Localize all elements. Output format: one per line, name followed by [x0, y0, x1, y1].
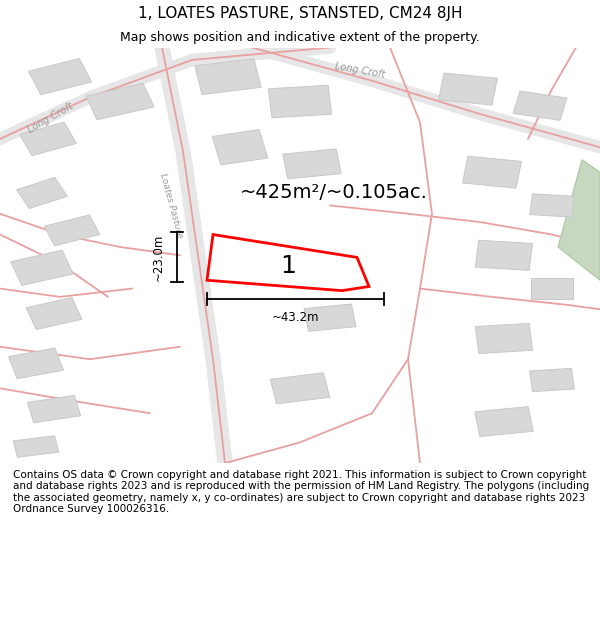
Polygon shape	[531, 278, 573, 299]
Polygon shape	[475, 407, 533, 436]
Polygon shape	[28, 396, 80, 422]
Text: 1, LOATES PASTURE, STANSTED, CM24 8JH: 1, LOATES PASTURE, STANSTED, CM24 8JH	[138, 6, 462, 21]
Text: ~23.0m: ~23.0m	[151, 234, 164, 281]
Text: Long Croft: Long Croft	[26, 101, 76, 135]
Polygon shape	[44, 215, 100, 246]
Text: Map shows position and indicative extent of the property.: Map shows position and indicative extent…	[120, 31, 480, 44]
Polygon shape	[475, 323, 533, 354]
Polygon shape	[20, 122, 76, 156]
Polygon shape	[26, 298, 82, 329]
Polygon shape	[17, 177, 67, 209]
Text: Long Croft: Long Croft	[334, 61, 386, 80]
Polygon shape	[439, 73, 497, 105]
Polygon shape	[11, 250, 73, 286]
Text: 1: 1	[280, 254, 296, 278]
Text: Contains OS data © Crown copyright and database right 2021. This information is : Contains OS data © Crown copyright and d…	[13, 469, 589, 514]
Polygon shape	[212, 129, 268, 165]
Text: ~425m²/~0.105ac.: ~425m²/~0.105ac.	[240, 184, 428, 203]
Text: ~43.2m: ~43.2m	[272, 311, 319, 324]
Polygon shape	[207, 234, 369, 291]
Polygon shape	[8, 348, 64, 379]
Polygon shape	[530, 194, 574, 217]
Polygon shape	[513, 91, 567, 121]
Polygon shape	[558, 160, 600, 280]
Polygon shape	[86, 83, 154, 120]
Polygon shape	[530, 368, 574, 392]
Polygon shape	[304, 304, 356, 331]
Polygon shape	[270, 372, 330, 404]
Text: Loates Pasture: Loates Pasture	[158, 172, 184, 239]
Polygon shape	[268, 85, 332, 118]
Polygon shape	[28, 59, 92, 95]
Polygon shape	[283, 149, 341, 179]
Polygon shape	[475, 240, 533, 271]
Polygon shape	[13, 436, 59, 457]
Polygon shape	[463, 156, 521, 188]
Polygon shape	[195, 59, 261, 94]
